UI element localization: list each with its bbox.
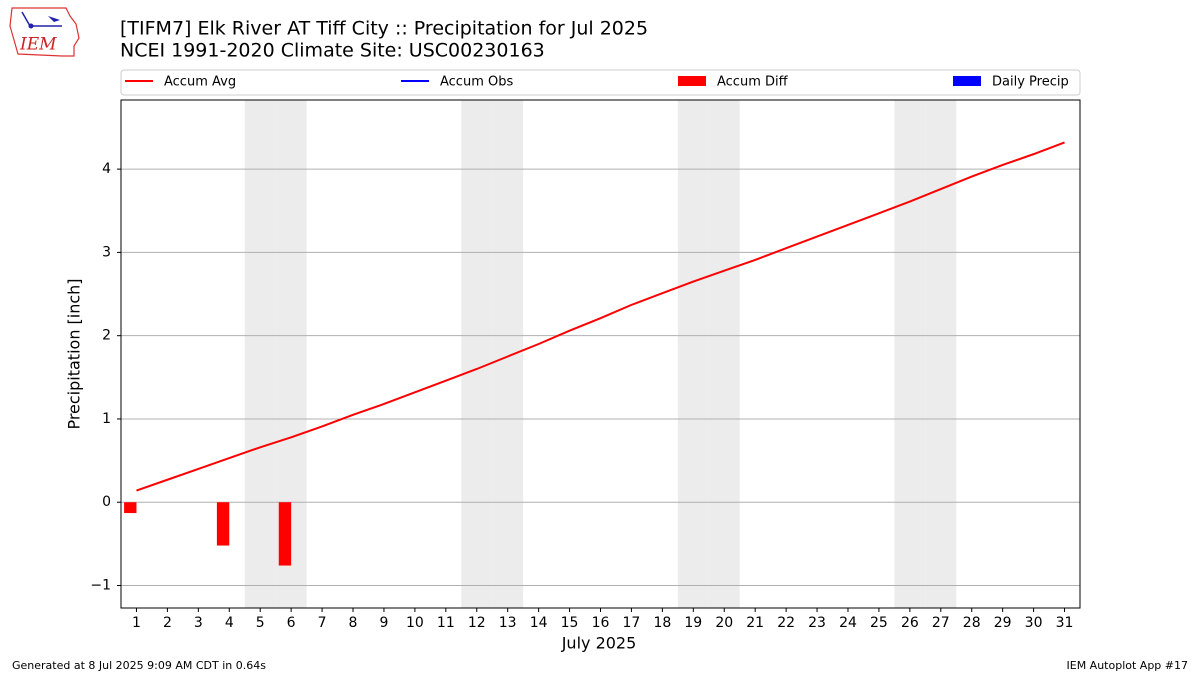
x-tick-label: 6: [287, 615, 296, 631]
x-tick-label: 13: [499, 615, 517, 631]
chart-subtitle: NCEI 1991-2020 Climate Site: USC00230163: [120, 40, 545, 62]
x-tick-label: 7: [318, 615, 327, 631]
x-tick-label: 17: [623, 615, 641, 631]
y-tick-label: 4: [102, 161, 111, 177]
x-tick-label: 1: [132, 615, 141, 631]
x-tick-label: 28: [963, 615, 981, 631]
x-axis-label: July 2025: [561, 634, 637, 653]
x-tick-label: 8: [349, 615, 358, 631]
chart-title: [TIFM7] Elk River AT Tiff City :: Precip…: [120, 18, 648, 40]
weekend-shade: [894, 100, 926, 608]
x-tick-label: 24: [839, 615, 857, 631]
x-tick-label: 18: [653, 615, 671, 631]
x-tick-label: 21: [746, 615, 764, 631]
x-tick-label: 29: [994, 615, 1012, 631]
legend-swatch: [678, 76, 706, 86]
y-tick-label: 0: [102, 494, 111, 510]
x-tick-label: 4: [225, 615, 234, 631]
x-tick-label: 20: [715, 615, 733, 631]
bar: [124, 502, 137, 514]
y-tick-label: 3: [102, 244, 111, 260]
x-tick-label: 9: [379, 615, 388, 631]
logo: IEM: [9, 7, 80, 57]
x-tick-label: 26: [901, 615, 919, 631]
legend-label: Accum Diff: [717, 75, 789, 90]
weekend-shade: [461, 100, 493, 608]
x-tick-label: 19: [684, 615, 702, 631]
weekend-shade: [244, 100, 276, 608]
x-tick-label: 15: [561, 615, 579, 631]
legend-label: Accum Obs: [440, 75, 513, 90]
x-tick-label: 11: [437, 615, 455, 631]
accum-line: [136, 141, 1065, 492]
legend-box: [120, 69, 1081, 96]
x-tick-label: 2: [163, 615, 172, 631]
x-tick-label: 3: [194, 615, 203, 631]
x-tick-label: 31: [1056, 615, 1074, 631]
x-tick-label: 16: [592, 615, 610, 631]
y-tick-label: 2: [102, 328, 111, 344]
x-tick-label: 14: [530, 615, 548, 631]
legend-label: Accum Avg: [164, 75, 236, 90]
weekend-shade: [925, 100, 957, 608]
weekend-shade: [677, 100, 709, 608]
weekend-shade: [708, 100, 740, 608]
x-tick-label: 12: [468, 615, 486, 631]
footer-right: IEM Autoplot App #17: [1067, 659, 1189, 672]
y-axis-label: Precipitation [inch]: [65, 278, 84, 429]
legend-label: Daily Precip: [992, 75, 1069, 90]
footer-left: Generated at 8 Jul 2025 9:09 AM CDT in 0…: [12, 659, 266, 672]
y-tick-label: −1: [90, 578, 111, 594]
bar: [216, 502, 230, 546]
x-tick-label: 30: [1025, 615, 1043, 631]
x-tick-label: 22: [777, 615, 795, 631]
y-tick-label: 1: [102, 411, 111, 427]
x-tick-label: 25: [870, 615, 888, 631]
weekend-shade: [492, 100, 524, 608]
logo-text: IEM: [19, 35, 57, 55]
x-tick-label: 5: [256, 615, 265, 631]
x-tick-label: 23: [808, 615, 826, 631]
bar: [278, 502, 292, 566]
x-tick-label: 10: [406, 615, 424, 631]
plot-area: [121, 100, 1080, 608]
x-tick-label: 27: [932, 615, 950, 631]
legend-swatch: [953, 76, 981, 86]
